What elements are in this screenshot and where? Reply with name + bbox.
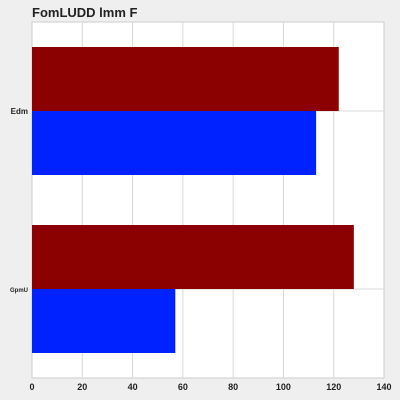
x-axis-ticks: 0 20 40 60 80 100 120 140: [29, 382, 391, 392]
x-tick-label-140: 140: [376, 382, 391, 392]
x-tick-label-20: 20: [77, 382, 87, 392]
chart-title: FomLUDD lmm F: [32, 5, 138, 20]
x-tick-label-0: 0: [29, 382, 34, 392]
x-tick-label-80: 80: [228, 382, 238, 392]
x-tick-label-120: 120: [326, 382, 341, 392]
category-label-1: GpmU: [10, 288, 28, 294]
x-tick-label-60: 60: [178, 382, 188, 392]
bar-0-series-1: [32, 111, 317, 175]
category-label-0: Edm: [11, 107, 28, 116]
bar-1-series-1: [32, 289, 176, 353]
bar-0-series-0: [32, 47, 339, 111]
x-tick-label-40: 40: [128, 382, 138, 392]
x-tick-label-100: 100: [276, 382, 291, 392]
bar-1-series-0: [32, 225, 354, 289]
bars: [32, 47, 354, 353]
category-labels: Edm GpmU: [10, 107, 28, 294]
